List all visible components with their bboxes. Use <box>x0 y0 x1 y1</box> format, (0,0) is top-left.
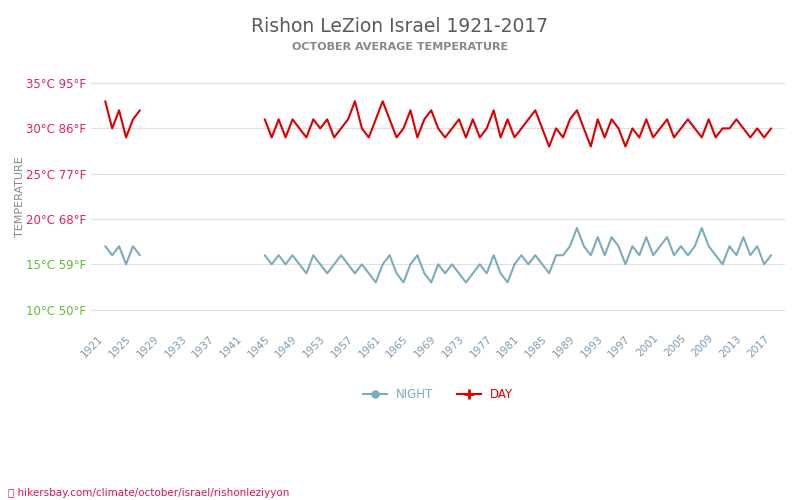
Text: OCTOBER AVERAGE TEMPERATURE: OCTOBER AVERAGE TEMPERATURE <box>292 42 508 52</box>
Y-axis label: TEMPERATURE: TEMPERATURE <box>15 156 25 236</box>
Text: Rishon LeZion Israel 1921-2017: Rishon LeZion Israel 1921-2017 <box>251 18 549 36</box>
Legend: NIGHT, DAY: NIGHT, DAY <box>358 384 518 406</box>
Text: 📍 hikersbay.com/climate/october/israel/rishonleziyyon: 📍 hikersbay.com/climate/october/israel/r… <box>8 488 290 498</box>
